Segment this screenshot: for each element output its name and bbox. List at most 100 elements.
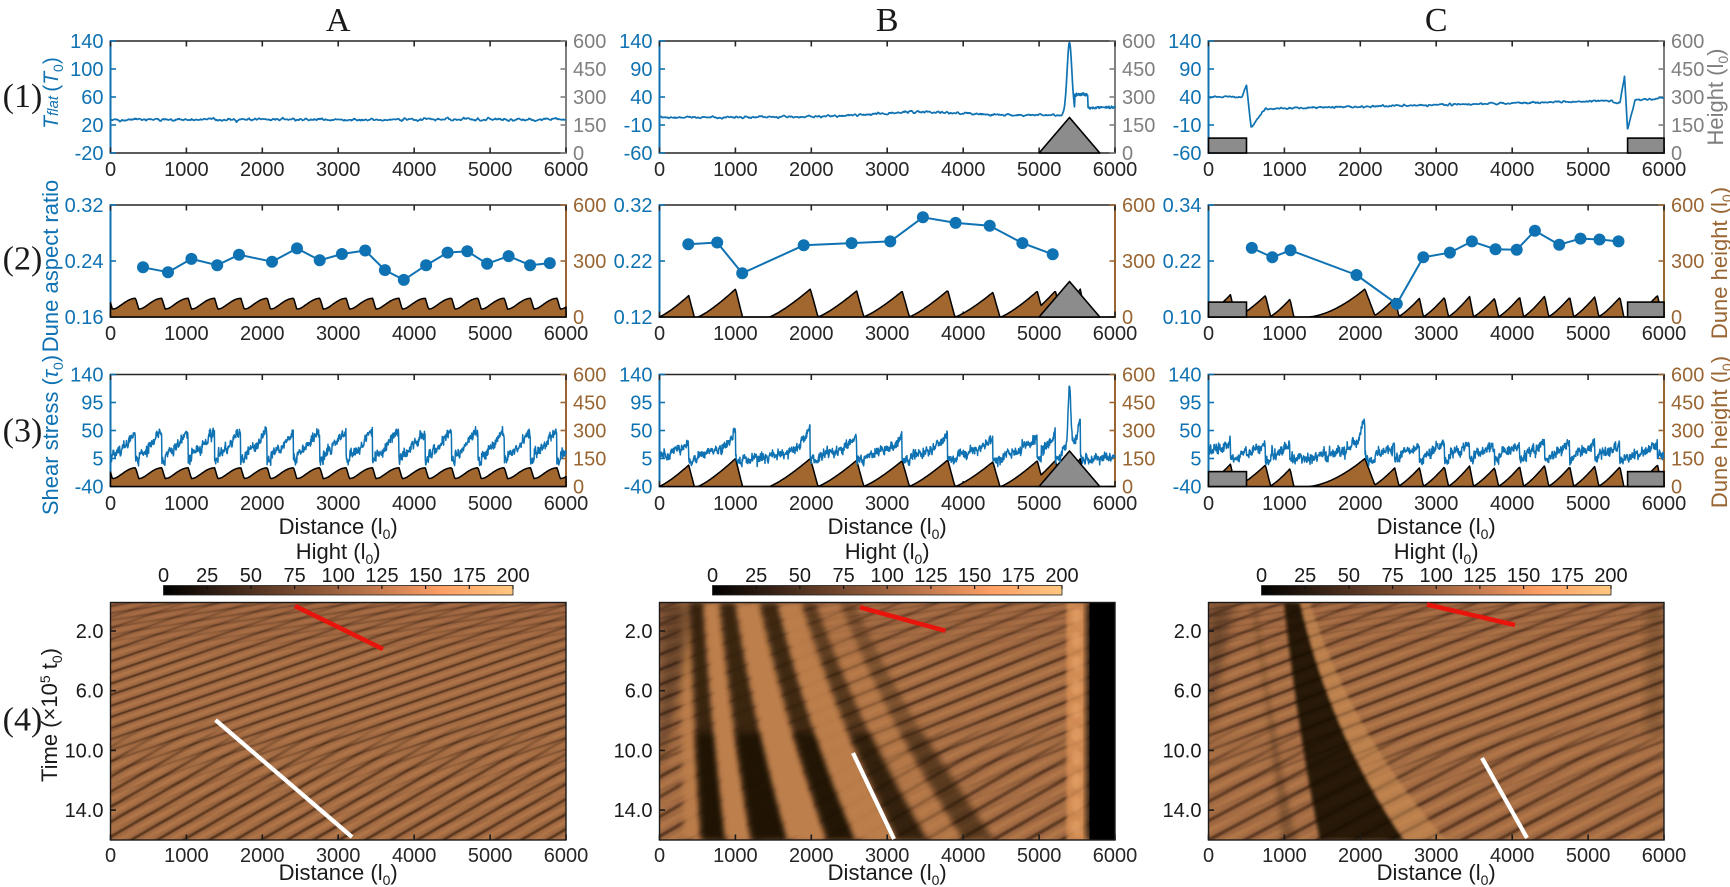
svg-text:5000: 5000: [468, 159, 513, 181]
svg-text:0.22: 0.22: [1163, 251, 1202, 273]
svg-text:-40: -40: [624, 477, 653, 499]
svg-text:Distance (l0​): Distance (l0​): [1377, 860, 1496, 887]
svg-text:2000: 2000: [789, 493, 834, 515]
svg-text:450: 450: [1122, 59, 1155, 81]
svg-text:6000: 6000: [1093, 493, 1138, 515]
svg-text:5: 5: [1190, 449, 1201, 471]
svg-text:450: 450: [573, 393, 606, 415]
svg-text:1000: 1000: [164, 845, 209, 867]
svg-text:300: 300: [1671, 421, 1704, 443]
svg-text:6.0: 6.0: [76, 681, 104, 703]
svg-text:4000: 4000: [392, 159, 437, 181]
svg-text:Dune height (l0​): Dune height (l0​): [1707, 356, 1730, 508]
svg-text:2000: 2000: [1338, 323, 1383, 345]
svg-text:B: B: [876, 2, 899, 39]
svg-text:450: 450: [1122, 393, 1155, 415]
svg-text:150: 150: [573, 449, 606, 471]
svg-text:450: 450: [1671, 59, 1704, 81]
svg-text:-40: -40: [75, 477, 104, 499]
svg-text:Shear stress (τ0​): Shear stress (τ0​): [38, 355, 66, 515]
svg-text:5000: 5000: [1566, 159, 1611, 181]
svg-text:4000: 4000: [941, 323, 986, 345]
svg-text:0: 0: [1122, 143, 1133, 165]
svg-text:2000: 2000: [1338, 493, 1383, 515]
svg-text:Tflat (T0): Tflat (T0): [40, 57, 66, 129]
svg-text:2.0: 2.0: [76, 621, 104, 643]
svg-text:300: 300: [1122, 87, 1155, 109]
svg-text:4000: 4000: [941, 159, 986, 181]
svg-text:0: 0: [1203, 159, 1214, 181]
svg-text:6000: 6000: [1642, 845, 1687, 867]
svg-text:0: 0: [573, 143, 584, 165]
svg-text:0: 0: [158, 565, 169, 587]
svg-text:0: 0: [654, 493, 665, 515]
svg-text:1000: 1000: [1262, 323, 1307, 345]
svg-text:100: 100: [70, 59, 103, 81]
svg-text:600: 600: [1671, 31, 1704, 53]
svg-text:3000: 3000: [316, 159, 361, 181]
svg-text:14.0: 14.0: [65, 800, 104, 822]
svg-text:1000: 1000: [713, 845, 758, 867]
svg-text:0: 0: [105, 845, 116, 867]
svg-text:5000: 5000: [1017, 493, 1062, 515]
svg-text:4000: 4000: [392, 493, 437, 515]
svg-text:0: 0: [1203, 323, 1214, 345]
svg-text:10.0: 10.0: [65, 740, 104, 762]
svg-text:2000: 2000: [1338, 845, 1383, 867]
svg-text:50: 50: [1179, 421, 1201, 443]
svg-text:50: 50: [630, 421, 652, 443]
svg-text:0.32: 0.32: [65, 195, 104, 217]
svg-text:140: 140: [619, 365, 652, 387]
svg-text:150: 150: [958, 565, 991, 587]
svg-text:0: 0: [1671, 477, 1682, 499]
svg-text:3000: 3000: [1414, 845, 1459, 867]
svg-text:450: 450: [573, 59, 606, 81]
svg-text:150: 150: [573, 115, 606, 137]
svg-text:0: 0: [573, 477, 584, 499]
svg-text:1000: 1000: [1262, 845, 1307, 867]
svg-text:A: A: [326, 2, 351, 39]
svg-text:175: 175: [1551, 565, 1584, 587]
svg-text:150: 150: [1507, 565, 1540, 587]
svg-text:140: 140: [1168, 31, 1201, 53]
svg-text:150: 150: [409, 565, 442, 587]
svg-text:5000: 5000: [468, 845, 513, 867]
svg-text:200: 200: [496, 565, 529, 587]
svg-text:0: 0: [1671, 307, 1682, 329]
svg-text:6000: 6000: [544, 323, 589, 345]
svg-text:Distance (l0​): Distance (l0​): [828, 514, 947, 542]
svg-text:14.0: 14.0: [1163, 800, 1202, 822]
svg-text:2000: 2000: [789, 159, 834, 181]
svg-text:-10: -10: [624, 115, 653, 137]
svg-text:140: 140: [70, 365, 103, 387]
svg-text:0.24: 0.24: [65, 251, 104, 273]
svg-text:4000: 4000: [1490, 493, 1535, 515]
svg-text:125: 125: [914, 565, 947, 587]
svg-text:2000: 2000: [240, 323, 285, 345]
svg-text:14.0: 14.0: [614, 800, 653, 822]
svg-text:200: 200: [1594, 565, 1627, 587]
svg-text:0.12: 0.12: [614, 307, 653, 329]
svg-text:4000: 4000: [941, 845, 986, 867]
svg-text:95: 95: [630, 393, 652, 415]
svg-text:50: 50: [789, 565, 811, 587]
svg-text:75: 75: [1381, 565, 1403, 587]
svg-text:600: 600: [1122, 31, 1155, 53]
svg-text:3000: 3000: [1414, 159, 1459, 181]
svg-text:6000: 6000: [544, 493, 589, 515]
svg-text:175: 175: [1002, 565, 1035, 587]
svg-text:6000: 6000: [544, 159, 589, 181]
svg-text:2000: 2000: [240, 493, 285, 515]
svg-text:0: 0: [105, 323, 116, 345]
svg-text:3000: 3000: [316, 845, 361, 867]
svg-text:100: 100: [871, 565, 904, 587]
svg-text:6000: 6000: [544, 845, 589, 867]
svg-text:Distance (l0​): Distance (l0​): [279, 514, 398, 542]
svg-text:6000: 6000: [1093, 845, 1138, 867]
svg-text:0: 0: [1203, 493, 1214, 515]
svg-text:50: 50: [240, 565, 262, 587]
svg-text:(2): (2): [3, 241, 43, 278]
svg-text:300: 300: [1671, 87, 1704, 109]
svg-text:6000: 6000: [1642, 159, 1687, 181]
svg-text:0: 0: [105, 159, 116, 181]
